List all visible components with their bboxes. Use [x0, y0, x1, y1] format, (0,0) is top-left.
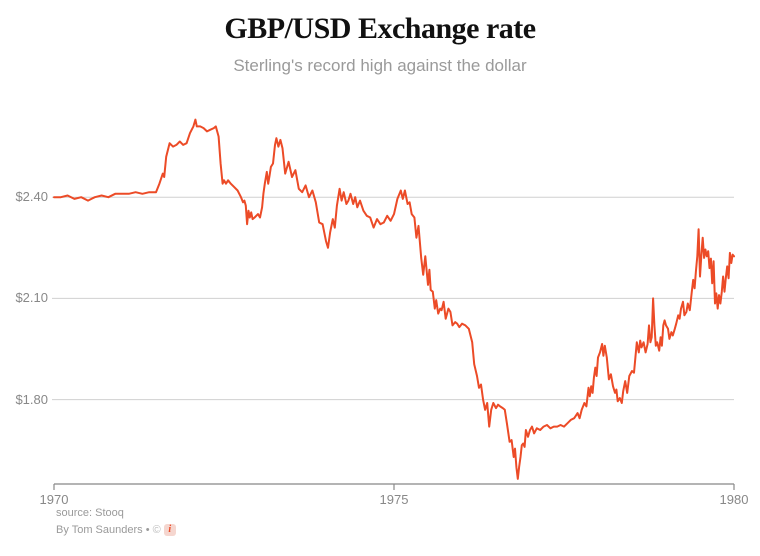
byline-value: Tom Saunders: [72, 524, 143, 536]
chart-footer: source: Stooq By Tom Saunders • © i: [56, 505, 176, 538]
publication-badge: i: [164, 524, 176, 536]
gridlines: [52, 197, 734, 399]
copyright: ©: [153, 524, 161, 536]
byline-label: By: [56, 524, 69, 536]
chart-svg: [0, 0, 760, 556]
source-label: source:: [56, 507, 92, 519]
dot-separator: •: [146, 524, 153, 536]
data-line: [54, 120, 734, 479]
axis: [54, 484, 734, 490]
chart-container: GBP/USD Exchange rate Sterling's record …: [0, 0, 760, 556]
source-value: Stooq: [95, 507, 124, 519]
